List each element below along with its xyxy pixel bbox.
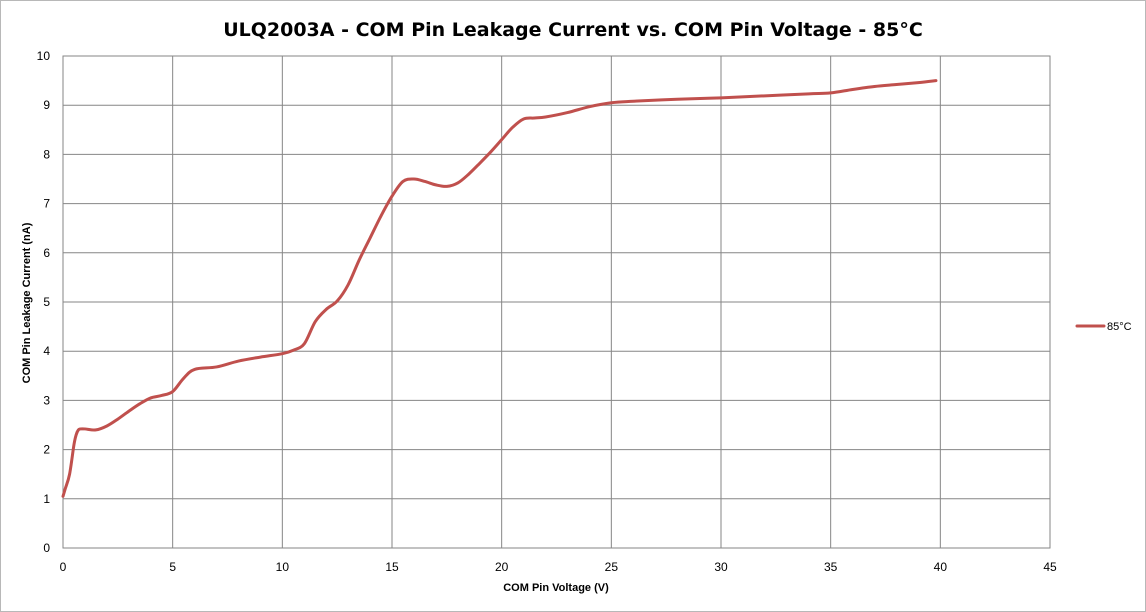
series-group <box>61 79 938 498</box>
y-tick-label: 2 <box>43 443 50 457</box>
x-tick-label: 25 <box>605 560 619 574</box>
y-tick-label: 9 <box>43 98 50 112</box>
y-tick-label: 10 <box>37 49 51 63</box>
series-line-85c <box>61 79 938 498</box>
x-tick-label: 30 <box>714 560 728 574</box>
y-tick-label: 1 <box>43 492 50 506</box>
x-tick-label: 45 <box>1043 560 1057 574</box>
x-tick-label: 35 <box>824 560 838 574</box>
x-tick-label: 15 <box>385 560 399 574</box>
x-tick-label: 5 <box>169 560 176 574</box>
plot-area-border <box>62 55 1051 549</box>
y-tick-label: 0 <box>43 541 50 555</box>
y-axis-ticks: 0 1 2 3 4 5 6 7 8 9 10 <box>37 49 51 555</box>
x-tick-label: 20 <box>495 560 509 574</box>
x-axis-ticks: 0 5 10 15 20 25 30 35 40 45 <box>60 560 1057 574</box>
legend-label: 85°C <box>1107 321 1132 333</box>
x-tick-label: 10 <box>276 560 290 574</box>
legend: 85°C <box>1075 321 1132 333</box>
x-axis-title: COM Pin Voltage (V) <box>503 582 609 594</box>
y-tick-label: 8 <box>43 147 50 161</box>
y-tick-label: 7 <box>43 197 50 211</box>
y-tick-label: 3 <box>43 393 50 407</box>
y-tick-label: 4 <box>43 344 50 358</box>
y-tick-label: 5 <box>43 295 50 309</box>
chart-title: ULQ2003A - COM Pin Leakage Current vs. C… <box>223 19 923 41</box>
x-tick-label: 40 <box>934 560 948 574</box>
y-axis-title: COM Pin Leakage Current (nA) <box>21 222 33 383</box>
gridlines <box>62 55 1051 549</box>
y-tick-label: 6 <box>43 246 50 260</box>
x-tick-label: 0 <box>60 560 67 574</box>
